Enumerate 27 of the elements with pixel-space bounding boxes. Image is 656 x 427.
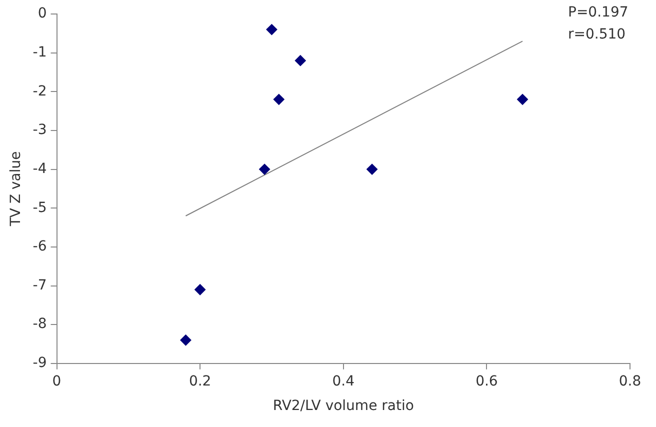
point [273,94,284,105]
point [194,284,206,296]
y-tick-label: -6 [32,238,47,255]
x-tick-label: 0.4 [332,373,355,390]
y-tick-label: -1 [32,44,47,60]
y-tick-label: -9 [32,355,47,372]
point [259,164,270,175]
annotation: r=0.510 [568,26,626,43]
y-tick-label: 0 [38,6,47,22]
annotation: P=0.197 [568,4,628,21]
y-tick-label: -4 [32,160,47,177]
x-tick-label: 0.6 [476,373,498,390]
point [180,334,192,346]
y-tick-label: -3 [32,122,47,138]
y-tick-label: -5 [32,200,47,216]
point [366,164,378,175]
y-tick-label: -2 [32,83,47,100]
x-tick-label: 0.8 [618,373,642,390]
point [517,94,528,105]
x-axis-title: RV2/LV volume ratio [272,398,414,414]
x-tick-label: 0.2 [188,373,212,390]
y-tick-label: -8 [32,316,47,332]
y-tick-label: -7 [32,277,47,294]
point [294,55,306,66]
point [266,24,278,36]
y-axis-title: TV Z value [8,151,24,228]
x-tick-label: 0 [52,373,62,390]
